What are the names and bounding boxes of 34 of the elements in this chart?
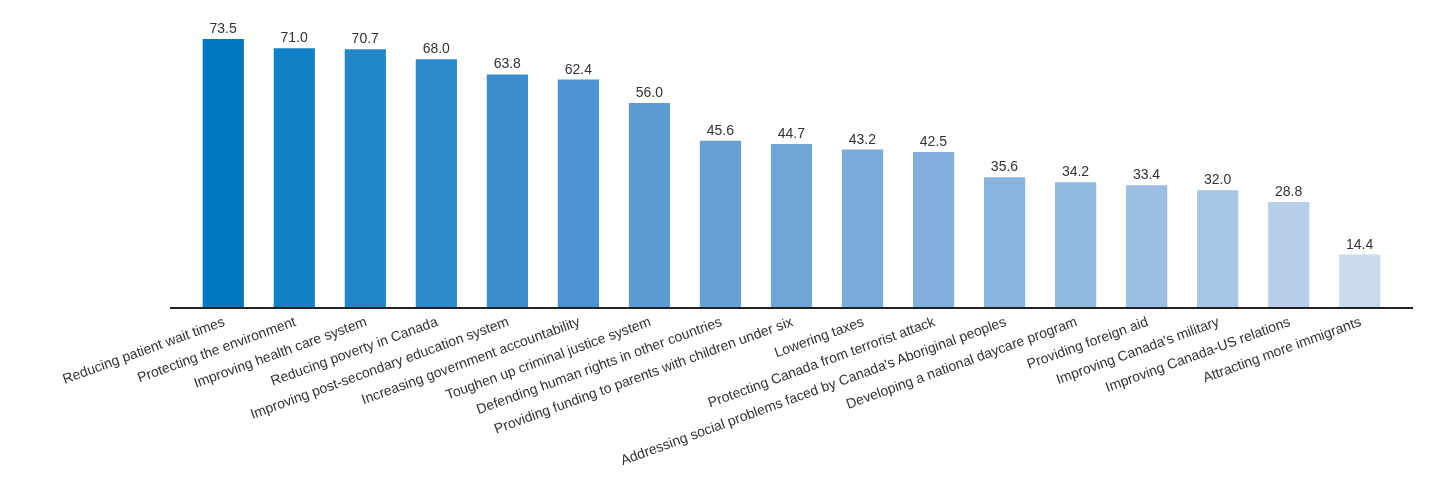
bar	[1268, 202, 1310, 307]
bar	[699, 140, 742, 307]
bar	[1126, 185, 1168, 307]
bar	[486, 74, 528, 307]
data-label: 70.7	[351, 30, 380, 47]
bar	[1055, 182, 1097, 307]
data-label: 43.2	[848, 130, 877, 147]
data-label: 35.6	[990, 158, 1019, 175]
data-label: 73.5	[209, 20, 237, 37]
data-label: 33.4	[1132, 166, 1161, 183]
bar	[344, 49, 386, 307]
bar	[1197, 190, 1239, 307]
bar	[1339, 254, 1381, 307]
data-label: 32.0	[1203, 171, 1232, 188]
bar	[273, 48, 315, 307]
bar	[557, 79, 600, 307]
bar	[628, 102, 671, 307]
bar	[202, 39, 244, 307]
data-label: 56.0	[635, 83, 664, 100]
data-label: 34.2	[1061, 163, 1090, 180]
data-label: 63.8	[493, 55, 522, 72]
bar	[983, 177, 1026, 307]
data-label: 14.4	[1346, 235, 1374, 252]
bar	[770, 144, 813, 307]
data-label: 42.5	[919, 133, 948, 150]
data-label: 28.8	[1274, 183, 1303, 200]
bar	[841, 149, 884, 307]
data-label: 62.4	[564, 60, 593, 77]
data-label: 68.0	[422, 40, 451, 57]
bar	[912, 152, 955, 307]
data-label: 45.6	[706, 121, 735, 138]
bar	[415, 59, 457, 307]
data-label: 44.7	[777, 125, 806, 142]
data-label: 71.0	[280, 29, 309, 46]
